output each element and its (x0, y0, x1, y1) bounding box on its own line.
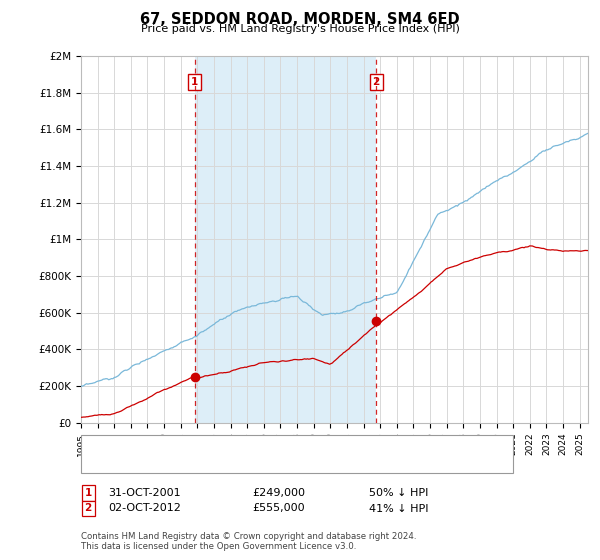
Text: 67, SEDDON ROAD, MORDEN, SM4 6ED: 67, SEDDON ROAD, MORDEN, SM4 6ED (140, 12, 460, 27)
Text: 67, SEDDON ROAD, MORDEN, SM4 6ED (detached house): 67, SEDDON ROAD, MORDEN, SM4 6ED (detach… (123, 440, 423, 450)
Text: 02-OCT-2012: 02-OCT-2012 (108, 503, 181, 514)
Text: HPI: Average price, detached house, Merton: HPI: Average price, detached house, Mert… (123, 454, 353, 464)
Text: 50% ↓ HPI: 50% ↓ HPI (369, 488, 428, 498)
Bar (194, 56, 376, 423)
Text: 41% ↓ HPI: 41% ↓ HPI (369, 503, 428, 514)
Text: Price paid vs. HM Land Registry's House Price Index (HPI): Price paid vs. HM Land Registry's House … (140, 24, 460, 34)
Text: 2: 2 (85, 503, 92, 514)
Text: 2: 2 (373, 77, 380, 87)
Text: 31-OCT-2001: 31-OCT-2001 (108, 488, 181, 498)
Text: Contains HM Land Registry data © Crown copyright and database right 2024.
This d: Contains HM Land Registry data © Crown c… (81, 531, 416, 551)
Text: £555,000: £555,000 (252, 503, 305, 514)
Text: 1: 1 (85, 488, 92, 498)
Text: ────: ──── (90, 452, 117, 463)
Text: £249,000: £249,000 (252, 488, 305, 498)
Text: 1: 1 (191, 77, 198, 87)
Text: ────: ──── (90, 438, 117, 448)
